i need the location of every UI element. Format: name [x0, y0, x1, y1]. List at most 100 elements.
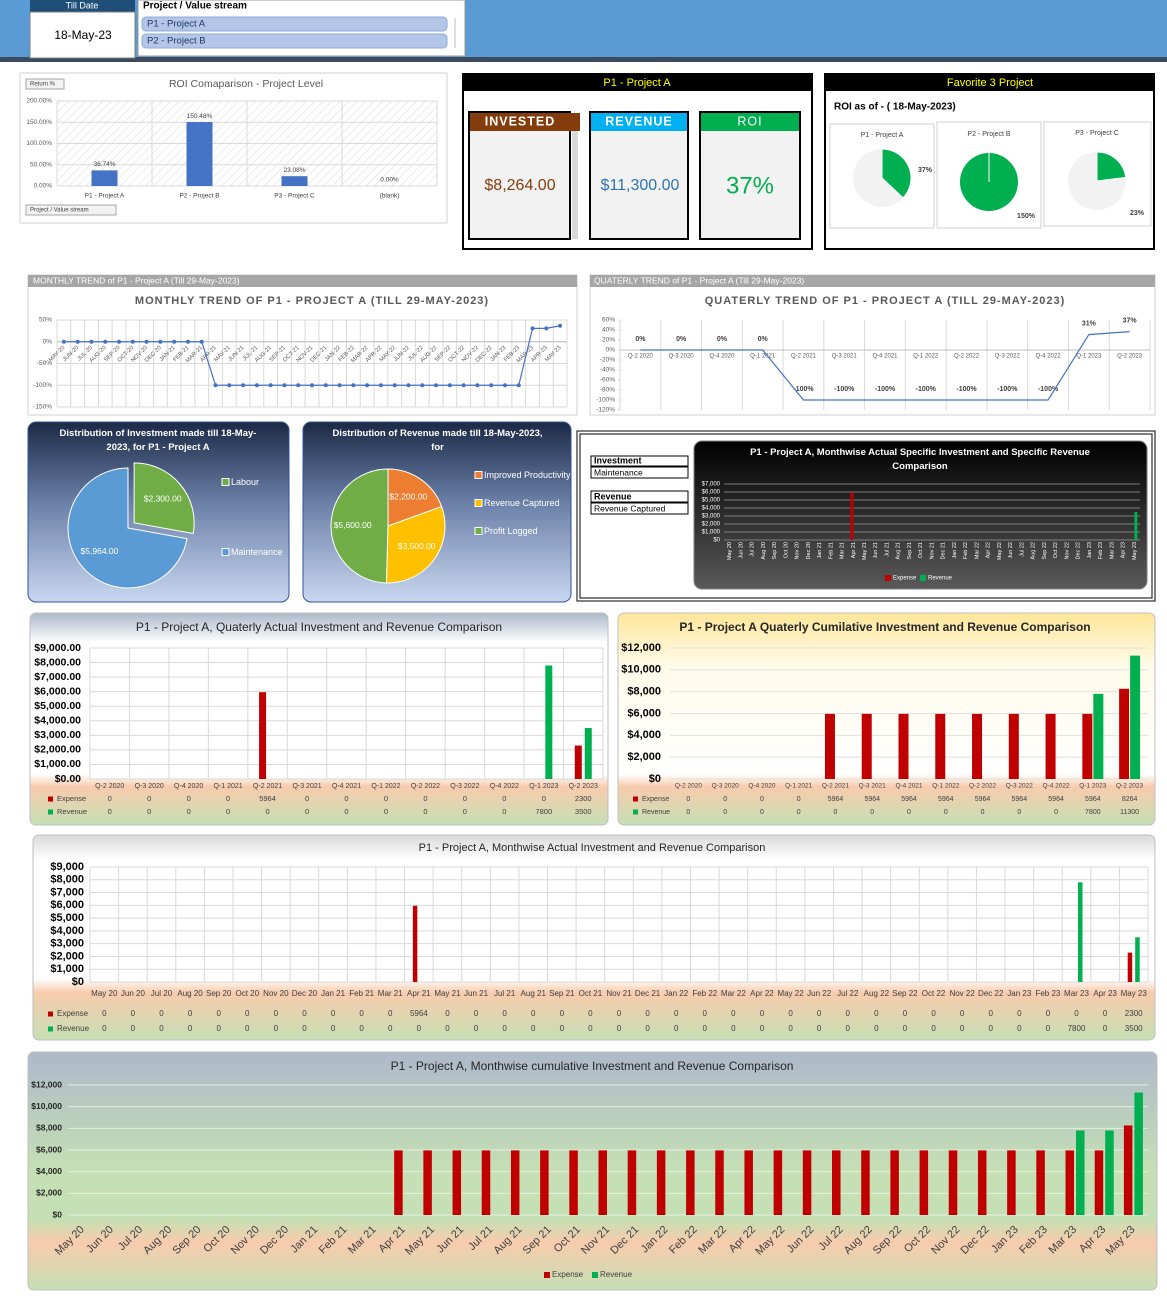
dark-chart-frame	[693, 440, 1148, 590]
table-cell: 0	[384, 794, 388, 803]
table-cell: 0	[931, 1009, 936, 1018]
table-cell: 0	[305, 794, 309, 803]
x-tick-label: Mar 22	[721, 989, 746, 998]
table-cell: 0	[931, 1024, 936, 1033]
y-tick-label: $0	[649, 773, 661, 785]
x-tick-label: Jul 21	[494, 989, 516, 998]
x-tick-label: Feb 22	[963, 542, 969, 559]
data-label: $2,200.00	[389, 491, 427, 501]
x-tick-label: Apr 23	[1093, 989, 1117, 998]
y-tick-label: -100%	[33, 382, 52, 389]
x-tick-label: Nov 21	[606, 989, 632, 998]
x-tick-label: May 20	[91, 989, 118, 998]
data-label: 0%	[635, 336, 646, 343]
y-tick-label: $10,000	[621, 664, 661, 676]
x-tick-label: Q-4 2022	[1043, 783, 1070, 790]
x-tick-label: Feb 23	[1035, 989, 1060, 998]
field-button[interactable]	[25, 78, 65, 90]
table-cell: 0	[445, 1024, 450, 1033]
slicer-item[interactable]	[141, 16, 448, 32]
x-tick-label: Feb 23	[1098, 542, 1104, 559]
table-cell: 0	[1046, 1009, 1051, 1018]
table-cell: 0	[846, 1009, 851, 1018]
slicer-item[interactable]	[141, 33, 448, 49]
chart-title: P1 - Project A, Monthwise Actual Investm…	[419, 842, 766, 854]
kpi-label: ROI	[737, 114, 762, 128]
table-cell: 0	[226, 807, 230, 816]
y-tick-label: $3,000	[702, 514, 721, 520]
kpi-title-bar	[464, 75, 811, 91]
x-tick-label: Apr 22	[750, 989, 774, 998]
table-cell: 0	[344, 794, 348, 803]
x-tick-label: Q-1 2023	[1079, 783, 1106, 790]
data-label: 0.00%	[380, 177, 399, 184]
bar	[1045, 713, 1056, 779]
y-tick-label: -60%	[600, 377, 615, 384]
table-cell: 0	[108, 807, 112, 816]
x-tick-label: Sep 21	[549, 989, 575, 998]
legend-label: Labour	[231, 477, 260, 487]
y-tick-label: $4,000	[36, 1166, 62, 1176]
table-cell: 0	[560, 1024, 565, 1033]
x-tick-label: Jun 20	[738, 542, 744, 559]
bar	[919, 1150, 929, 1215]
filter-value: Maintenance	[594, 467, 643, 477]
table-cell: 5964	[864, 796, 880, 803]
x-tick-label: Q-3 2021	[292, 783, 321, 790]
chart-title: P1 - Project A Quaterly Cumilative Inves…	[679, 620, 1090, 634]
y-tick-label: $7,000.00	[34, 671, 81, 683]
table-cell: 5964	[938, 796, 954, 803]
filter-value-box[interactable]	[590, 502, 689, 515]
x-tick-label: Q-1 2021	[750, 354, 776, 360]
x-tick-label: Q-3 2021	[859, 783, 886, 790]
table-cell: 3500	[1125, 1024, 1143, 1033]
data-label: $2,300.00	[144, 493, 182, 503]
table-cell: 0	[797, 796, 801, 803]
x-tick-label: Apr 21	[407, 989, 431, 998]
x-tick-label: May 23	[1132, 542, 1138, 560]
table-cell: 0	[388, 1024, 393, 1033]
kpi-card-head	[470, 113, 580, 131]
x-tick-label: Aug 20	[761, 542, 767, 559]
bar	[510, 1150, 520, 1215]
x-tick-label: May 21	[862, 542, 868, 560]
filter-value-box[interactable]	[590, 466, 689, 479]
x-tick-label: Q-2 2023	[1116, 783, 1143, 790]
x-tick-label: P1 - Project A	[85, 193, 125, 200]
data-label: -100%	[956, 386, 977, 393]
x-tick-label: Q-1 2022	[371, 783, 400, 790]
x-tick-label: Mar 22	[974, 542, 980, 559]
bar	[540, 1150, 549, 1215]
x-tick-label: Q-2 2022	[954, 354, 980, 360]
table-cell: 0	[108, 794, 112, 803]
bar	[1119, 688, 1130, 779]
y-tick-label: $5,000.00	[34, 700, 81, 712]
y-tick-label: $8,000	[50, 874, 84, 886]
x-tick-label: Q-2 2021	[822, 783, 849, 790]
x-tick-label: Q-3 2020	[669, 354, 695, 360]
legend-swatch	[920, 575, 926, 581]
slicer-title: Project / Value stream	[143, 1, 247, 12]
x-tick-label: Q-2 2020	[628, 354, 654, 360]
field-button[interactable]	[25, 204, 117, 216]
table-cell: 2300	[575, 794, 592, 803]
table-cell: 0	[542, 794, 546, 803]
y-tick-label: $3,000.00	[34, 729, 81, 741]
chart-frame	[617, 612, 1156, 826]
y-tick-label: -120%	[596, 407, 615, 414]
y-tick-label: $5,000	[702, 498, 721, 504]
x-tick-label: Nov 20	[795, 542, 801, 559]
table-cell: 0	[617, 1024, 622, 1033]
legend-label: Maintenance	[231, 547, 283, 557]
legend-label: Revenue	[57, 1024, 90, 1033]
table-cell: 0	[989, 1024, 994, 1033]
y-tick-label: $2,000	[627, 751, 661, 763]
filter-label: Revenue	[594, 491, 632, 501]
x-tick-label: Q-1 2023	[1076, 354, 1102, 360]
till-date: 18-May-23	[54, 28, 112, 42]
x-tick-label: Nov 20	[263, 989, 289, 998]
x-tick-label: Jun 21	[464, 989, 489, 998]
chart-title: P2 - Project B	[967, 131, 1011, 138]
table-cell: 2300	[1125, 1009, 1143, 1018]
